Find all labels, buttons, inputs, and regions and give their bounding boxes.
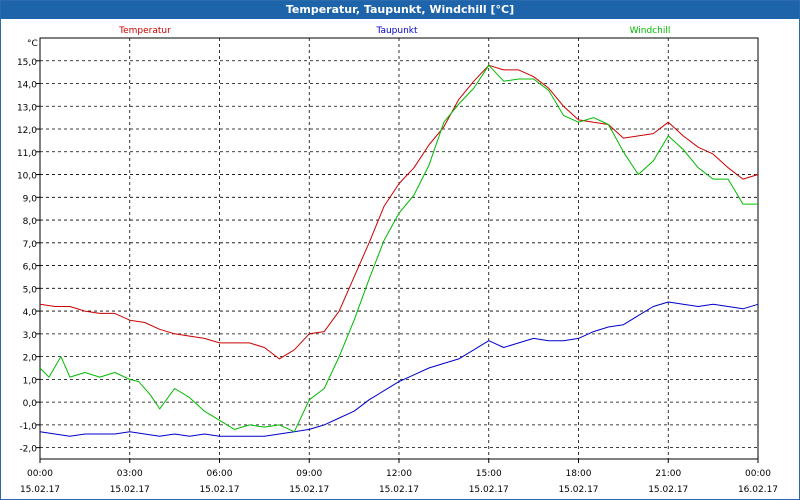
x-tick-time: 18:00 bbox=[566, 469, 592, 479]
x-tick-date: 15.02.17 bbox=[289, 485, 329, 495]
plot-border bbox=[39, 37, 759, 460]
series-line-windchill bbox=[39, 64, 758, 433]
y-tick-label: 9,0 bbox=[23, 194, 38, 204]
x-tick-time: 21:00 bbox=[655, 469, 681, 479]
y-tick-label: 5,0 bbox=[23, 285, 38, 295]
y-tick-label: -2,0 bbox=[19, 445, 37, 455]
series-line-temperatur bbox=[39, 64, 759, 360]
x-tick-date: 15.02.17 bbox=[110, 485, 150, 495]
y-tick-label: 3,0 bbox=[23, 331, 38, 341]
y-tick-label: 8,0 bbox=[23, 217, 38, 227]
legend-item-windchill: Windchill bbox=[630, 26, 671, 36]
x-tick-time: 15:00 bbox=[476, 469, 502, 479]
y-tick-label: -1,0 bbox=[19, 422, 37, 432]
x-tick-date: 15.02.17 bbox=[20, 485, 60, 495]
y-tick-label: 14,0 bbox=[17, 81, 37, 91]
x-tick-time: 03:00 bbox=[117, 469, 143, 479]
series-line-taupunkt bbox=[39, 301, 759, 437]
x-tick-time: 00:00 bbox=[27, 469, 53, 479]
y-tick-label: 15,0 bbox=[17, 58, 37, 68]
legend-item-taupunkt: Taupunkt bbox=[375, 26, 418, 36]
y-tick-label: 10,0 bbox=[17, 172, 37, 182]
window-title: Temperatur, Taupunkt, Windchill [°C] bbox=[1, 1, 799, 19]
legend-item-temperatur: Temperatur bbox=[118, 26, 171, 36]
y-tick-label: 1,0 bbox=[23, 376, 38, 386]
y-tick-labels: 15,0 14,0 13,0 12,0 11,0 10,0 9,0 8,0 7,0 6,0 5,0 4… bbox=[17, 58, 37, 455]
legend: Temperatur Taupunkt Windchill bbox=[118, 26, 670, 36]
axes bbox=[36, 37, 759, 463]
x-tick-date: 15.02.17 bbox=[469, 485, 509, 495]
x-tick-date: 15.02.17 bbox=[558, 485, 598, 495]
x-tick-time: 00:00 bbox=[745, 469, 771, 479]
data-series bbox=[39, 64, 759, 437]
x-tick-time: 06:00 bbox=[207, 469, 233, 479]
y-tick-label: 11,0 bbox=[17, 149, 37, 159]
y-tick-label: 2,0 bbox=[23, 354, 38, 364]
y-tick-label: 13,0 bbox=[17, 103, 37, 113]
grid-lines bbox=[40, 38, 758, 459]
x-tick-date: 16.02.17 bbox=[738, 485, 778, 495]
y-axis-unit: °C bbox=[27, 39, 38, 49]
x-tick-labels: 00:00 15.02.17 03:00 15.02.17 06:00 15.02.17 0… bbox=[20, 469, 778, 495]
y-tick-label: 4,0 bbox=[23, 308, 38, 318]
x-tick-date: 15.02.17 bbox=[379, 485, 419, 495]
y-tick-label: 0,0 bbox=[23, 399, 38, 409]
y-tick-label: 6,0 bbox=[23, 263, 38, 273]
x-tick-date: 15.02.17 bbox=[648, 485, 688, 495]
x-tick-date: 15.02.17 bbox=[199, 485, 239, 495]
y-tick-label: 7,0 bbox=[23, 240, 38, 250]
y-tick-label: 12,0 bbox=[17, 126, 37, 136]
x-tick-time: 09:00 bbox=[296, 469, 322, 479]
x-tick-time: 12:00 bbox=[386, 469, 412, 479]
